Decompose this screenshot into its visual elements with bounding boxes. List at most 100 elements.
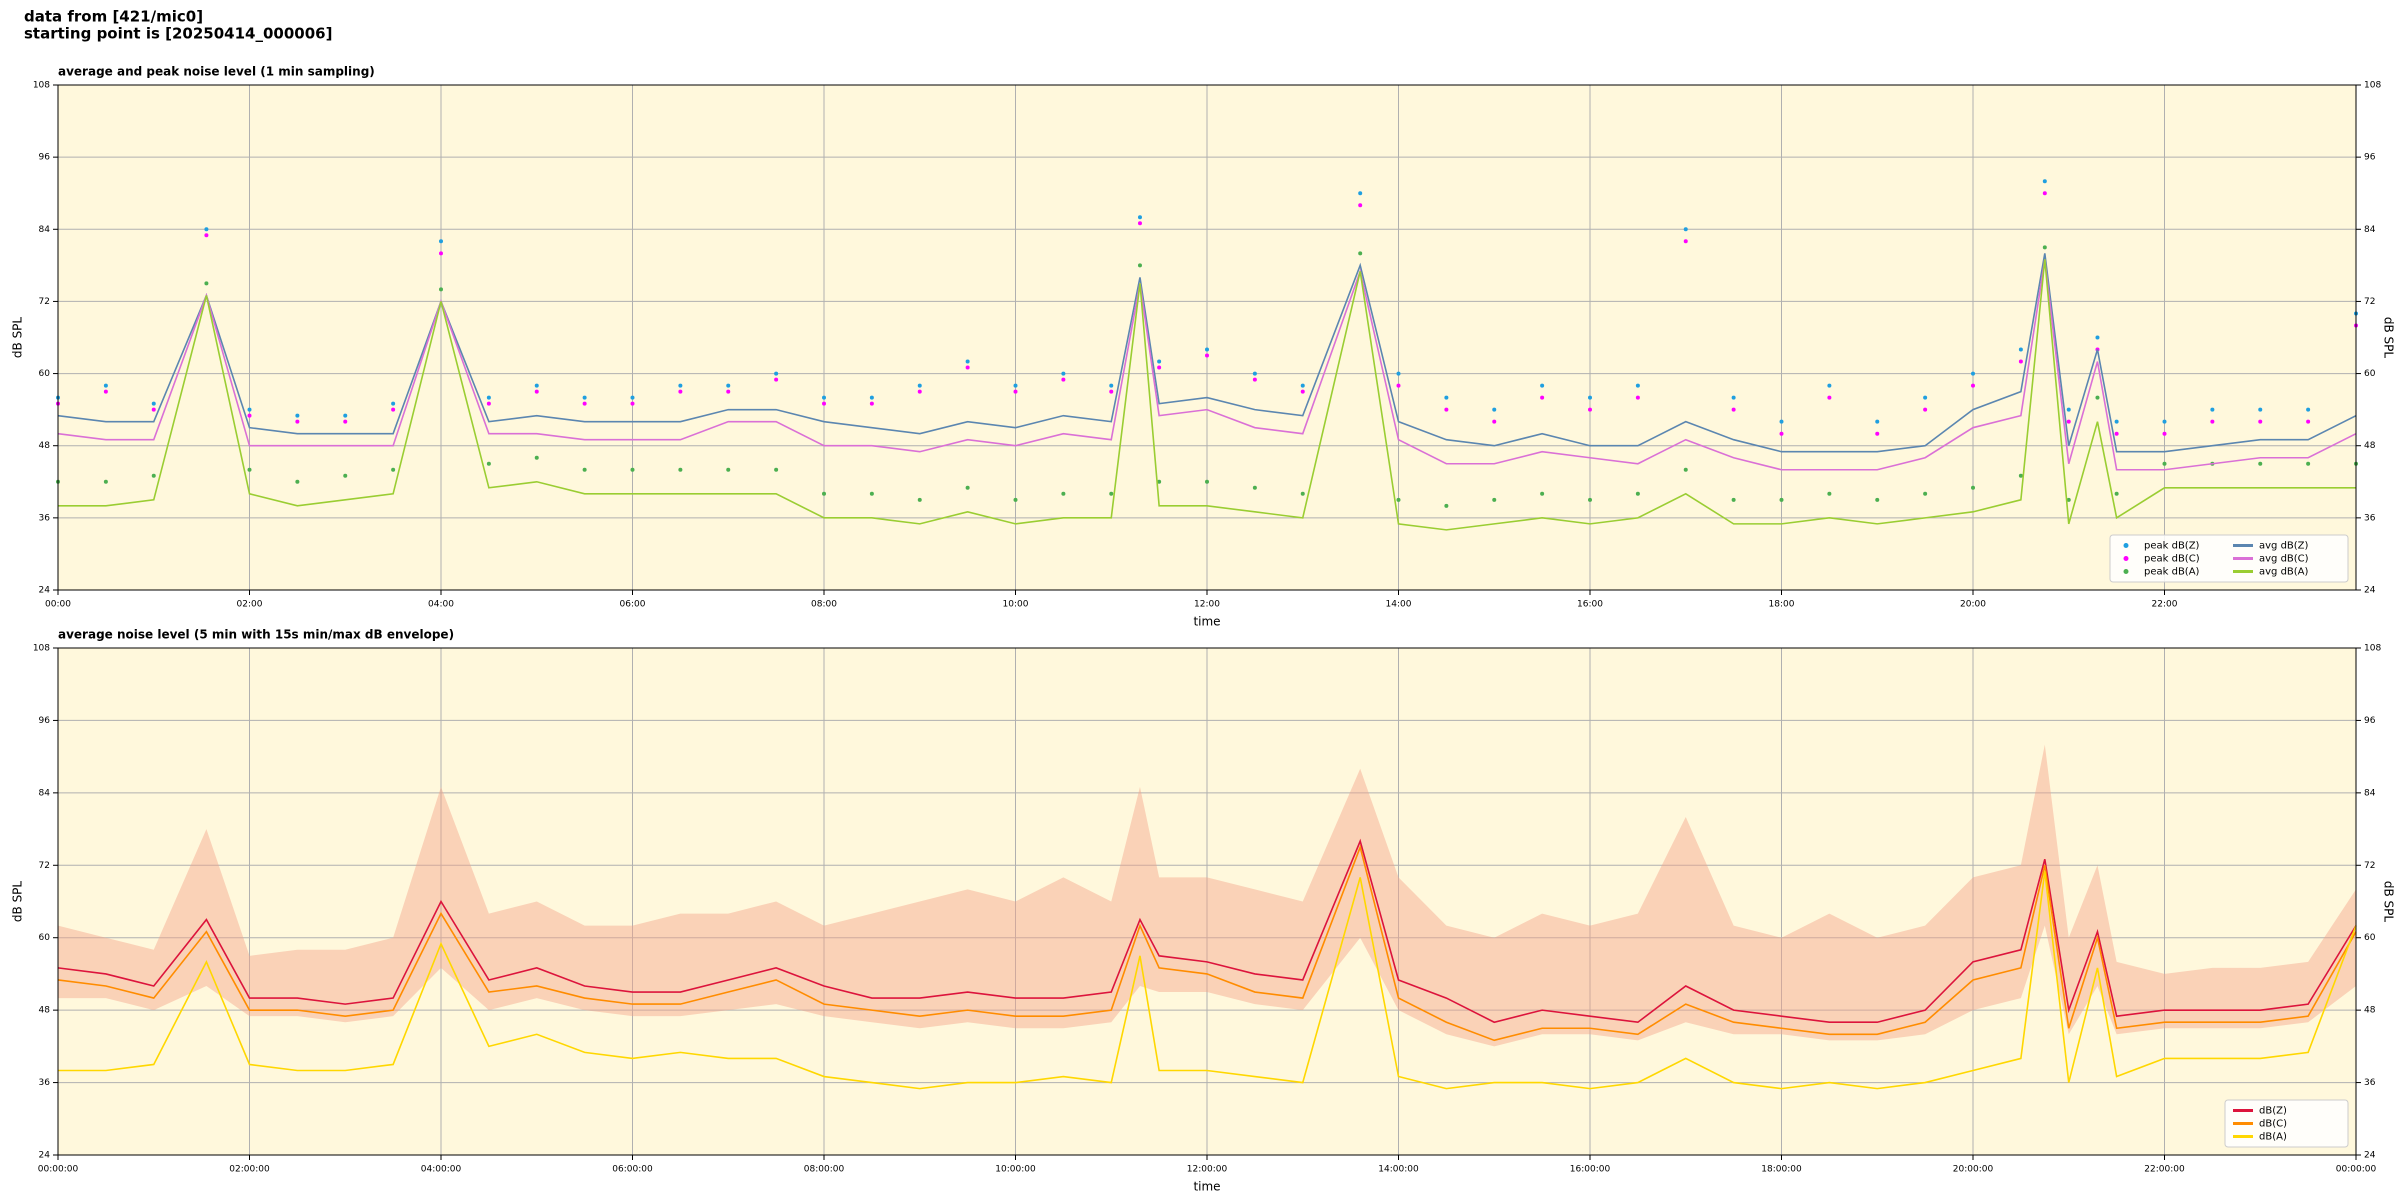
peak-dot [1444,407,1449,412]
peak-dot [678,389,683,394]
y-tick-label: 84 [2364,225,2376,235]
y-tick-label: 48 [2364,441,2376,451]
peak-dot [439,287,443,292]
legend-box [2109,534,2349,583]
peak-dot [678,467,683,472]
peak-dot [486,395,491,400]
peak-dot [2018,347,2023,352]
peak-dot [1252,485,1257,490]
peak-dot [343,473,348,478]
peak-dot [1396,383,1401,388]
peak-dot [965,365,970,370]
legend-label: dB(C) [2259,1119,2287,1130]
peak-dot [1779,497,1784,502]
peak-dot [822,401,826,406]
peak-dot [204,233,209,238]
peak-dot [1540,395,1545,400]
peak-dot [2042,245,2047,250]
plot-title: average and peak noise level (1 min samp… [58,65,375,79]
peak-dot [678,383,683,388]
y-tick-label: 48 [39,441,51,451]
x-tick-label: 08:00:00 [804,1165,845,1175]
peak-dot [582,401,587,406]
y-tick-label: 84 [2364,788,2376,798]
y-tick-label: 36 [2364,1078,2376,1088]
peak-dot [726,389,731,394]
x-tick-label: 00:00:00 [2336,1165,2377,1175]
peak-dot [1137,221,1142,226]
peak-dot [151,473,156,478]
peak-dot [1683,467,1688,472]
y-tick-label: 36 [2364,513,2376,523]
peak-dot [1971,371,1975,376]
peak-dot [630,395,635,400]
peak-dot [726,383,731,388]
peak-dot [1109,491,1114,496]
peak-dot [391,407,396,412]
y-tick-label: 24 [39,1151,51,1161]
x-tick-label: 06:00:00 [612,1165,653,1175]
x-tick-label: 22:00 [2152,600,2178,610]
envelope-band [58,744,2356,1047]
x-tick-label: 20:00:00 [1953,1165,1994,1175]
legend-label: avg dB(A) [2259,567,2309,578]
peak-dot [1588,407,1592,412]
x-tick-label: 00:00 [45,600,71,610]
peak-dot [151,407,156,412]
series-line [57,844,2357,1042]
peak-dot [1827,395,1832,400]
plot: average noise level (5 min with 15s min/… [11,628,2396,1194]
plot: average and peak noise level (1 min samp… [11,65,2396,629]
peak-dot [1157,359,1162,364]
legend-label: dB(A) [2259,1132,2287,1143]
peak-dot [486,401,491,406]
peak-dot [295,419,300,424]
peak-dot [1252,377,1257,382]
peak-dot [2114,419,2119,424]
y-tick-label: 60 [39,933,51,943]
peak-dot [534,389,539,394]
peak-dot [1731,407,1736,412]
x-tick-label: 10:00 [1003,600,1029,610]
peak-dot [1358,191,1363,196]
peak-dot [774,377,779,382]
peak-dot [917,389,922,394]
peak-dot [1109,389,1114,394]
y-tick-label: 84 [39,788,51,798]
peak-dot [103,389,108,394]
peak-dot [1358,251,1363,256]
peak-dot [2095,395,2100,400]
peak-dot [1779,431,1784,436]
x-tick-label: 02:00:00 [229,1165,270,1175]
peak-dot [1779,419,1784,424]
y-tick-label: 108 [33,81,50,91]
y-tick-label: 108 [2364,644,2381,654]
peak-dot [2066,497,2071,502]
x-tick-label: 02:00 [237,600,263,610]
x-tick-label: 18:00:00 [1761,1165,1802,1175]
x-tick-label: 20:00 [1960,600,1986,610]
peak-dot [869,395,874,400]
peak-dot [1252,371,1257,376]
x-tick-label: 04:00 [428,600,454,610]
peak-dot [2018,473,2023,478]
peak-dot [1683,227,1688,232]
series-line [57,253,2357,453]
peak-dot [774,371,779,376]
legend-label: peak dB(C) [2144,554,2200,565]
peak-dot [2066,407,2071,412]
x-tick-label: 10:00:00 [995,1165,1036,1175]
y-tick-label: 24 [39,586,51,596]
series-line [58,259,2356,531]
peak-dot [486,461,491,466]
x-tick-label: 04:00:00 [421,1165,462,1175]
peak-dot [295,479,300,484]
peak-dot [1444,503,1449,508]
peak-dot [1300,389,1305,394]
peak-dot [247,413,252,418]
y-tick-label: 96 [39,716,51,726]
peak-dot [103,479,108,484]
peak-dot [2210,419,2215,424]
y-tick-label: 24 [2364,1151,2376,1161]
legend-label: dB(Z) [2259,1106,2287,1117]
